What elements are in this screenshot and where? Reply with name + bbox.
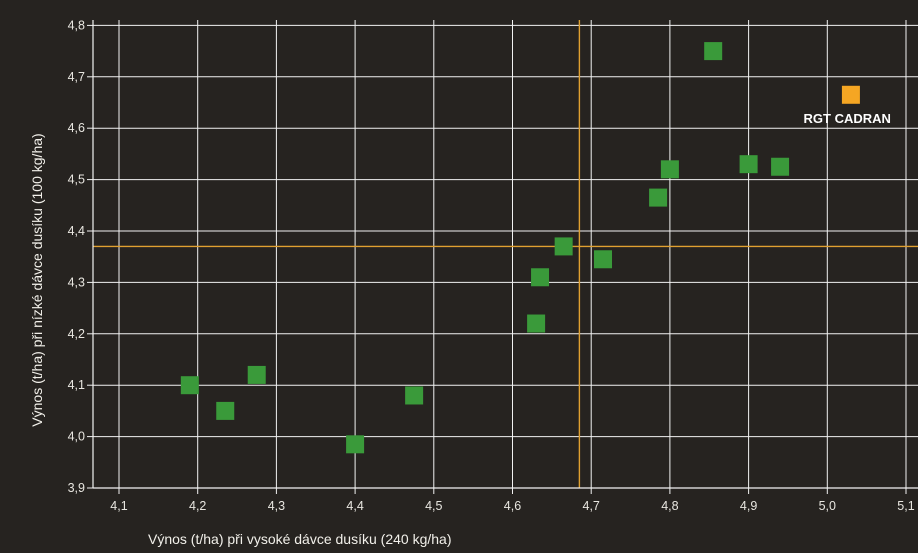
y-tick-label: 4,7: [68, 70, 85, 84]
data-point: [739, 155, 758, 174]
x-tick-label: 4,7: [583, 499, 600, 513]
x-tick-label: 4,9: [740, 499, 757, 513]
x-tick-label: 4,4: [346, 499, 363, 513]
y-tick-label: 4,3: [68, 275, 85, 289]
y-tick-label: 4,2: [68, 327, 85, 341]
x-axis-label: Výnos (t/ha) při vysoké dávce dusíku (24…: [148, 531, 451, 547]
highlight-point: [841, 85, 860, 104]
x-tick-label: 4,5: [425, 499, 442, 513]
data-point: [771, 157, 790, 176]
x-tick-label: 5,1: [897, 499, 914, 513]
data-point: [531, 268, 550, 287]
tick-labels: 4,1 4,2 4,3 4,4 4,5 4,6 4,7 4,8 4,9 5,0 5,1 3,9 4,0 4…: [68, 18, 915, 513]
data-point: [660, 160, 679, 179]
data-point: [594, 250, 613, 269]
axes: [87, 20, 918, 494]
y-axis-label: Výnos (t/ha) při nízké dávce dusíku (100…: [29, 133, 45, 426]
x-tick-label: 4,8: [661, 499, 678, 513]
x-tick-label: 4,1: [110, 499, 127, 513]
data-point: [346, 435, 365, 454]
data-point: [527, 314, 546, 333]
y-tick-label: 4,6: [68, 121, 85, 135]
y-tick-label: 4,5: [68, 173, 85, 187]
y-tick-label: 3,9: [68, 481, 85, 495]
y-tick-label: 4,0: [68, 430, 85, 444]
x-tick-label: 4,2: [189, 499, 206, 513]
data-point: [180, 376, 199, 395]
data-point: [704, 42, 723, 61]
point-annotation: RGT CADRAN: [804, 111, 891, 126]
x-tick-label: 5,0: [819, 499, 836, 513]
y-tick-label: 4,8: [68, 18, 85, 32]
data-point: [247, 365, 266, 384]
y-tick-label: 4,4: [68, 224, 85, 238]
x-tick-label: 4,3: [268, 499, 285, 513]
data-points: [180, 42, 860, 454]
y-tick-label: 4,1: [68, 378, 85, 392]
data-point: [554, 237, 573, 256]
reference-lines: [93, 20, 918, 488]
annotations: RGT CADRAN: [804, 111, 891, 126]
data-point: [405, 386, 424, 405]
data-point: [649, 188, 668, 207]
x-tick-label: 4,6: [504, 499, 521, 513]
data-point: [216, 401, 235, 420]
